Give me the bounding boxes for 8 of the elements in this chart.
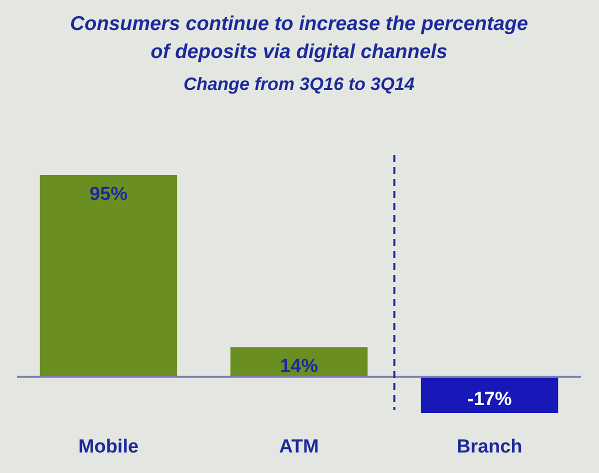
chart-subtitle: Change from 3Q16 to 3Q14 (183, 74, 415, 94)
x-tick-label: Mobile (78, 436, 139, 458)
x-tick-label: Branch (456, 436, 522, 458)
x-tick-label: ATM (279, 436, 319, 458)
data-label: -17% (467, 389, 512, 410)
chart-title: Consumers continue to increase the percentage of deposits via digital channels (70, 13, 528, 63)
data-label: 14% (280, 356, 318, 378)
data-label: 95% (89, 184, 128, 205)
